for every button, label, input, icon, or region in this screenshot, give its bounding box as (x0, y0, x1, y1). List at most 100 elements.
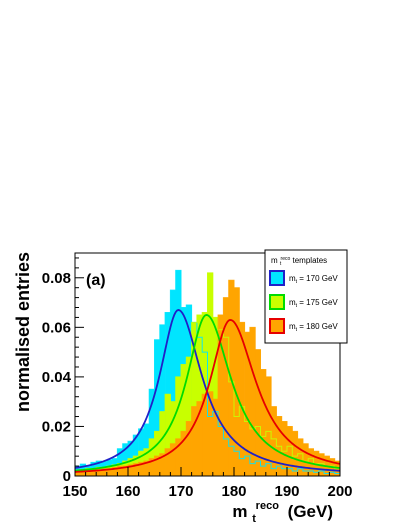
y-tick-label: 0 (63, 468, 71, 485)
legend-entry-rest: = 170 GeV (297, 274, 338, 283)
histogram-bar (170, 401, 176, 476)
legend-swatch-3 (269, 318, 285, 334)
histogram-bar (234, 287, 240, 476)
histogram-bar (170, 290, 176, 476)
legend-title: m t reco templates (271, 253, 327, 267)
fit-curve-2 (74, 314, 341, 472)
histogram-bar (154, 456, 161, 476)
histogram-bar (128, 464, 134, 476)
legend-entry-label-1: mt = 170 GeV (289, 274, 338, 285)
histogram-bar (159, 411, 166, 476)
histogram-bar (106, 468, 113, 476)
histogram-bar (175, 376, 182, 476)
x-tick-label: 150 (62, 483, 87, 500)
x-axis-label-sub: t (252, 513, 256, 525)
histogram-bar (196, 314, 203, 476)
histogram-bar (218, 314, 224, 476)
histogram-bar (265, 376, 272, 476)
legend-entry-label-3: mt = 180 GeV (289, 322, 338, 333)
legend-title-rest: templates (293, 256, 328, 265)
histogram-bar (207, 391, 214, 476)
histogram-bar (149, 438, 155, 476)
histogram-bar (159, 324, 166, 476)
histogram-bar (181, 431, 187, 476)
x-axis-label-sup: reco (256, 500, 280, 512)
histogram-bar (212, 399, 219, 476)
x-tick-label: 190 (274, 483, 299, 500)
x-axis-label: m t reco (GeV) (232, 494, 333, 526)
histogram-bar (165, 394, 171, 476)
legend-swatch-2 (269, 294, 285, 310)
histogram-bar (181, 364, 187, 476)
histogram-bar (292, 431, 298, 476)
histogram-bar (302, 443, 309, 476)
histogram-bar (207, 272, 214, 476)
histogram-bar (175, 270, 182, 476)
legend-entry-sub: t (296, 327, 298, 333)
histogram-bar (175, 438, 182, 476)
histogram-bar (191, 322, 198, 476)
y-tick-label: 0.02 (42, 418, 71, 435)
histogram-bar (154, 339, 161, 476)
histogram-bar (117, 448, 123, 476)
histogram-bar (170, 443, 176, 476)
histogram-bar (101, 468, 108, 476)
histogram-bar (223, 297, 229, 476)
y-tick-label: 0.08 (42, 270, 71, 287)
legend-entry-sub: t (296, 279, 298, 285)
histogram-bar (196, 401, 203, 476)
histogram-bar (244, 332, 251, 476)
histogram-bar (297, 438, 304, 476)
legend-entry-label-2: mt = 175 GeV (289, 298, 338, 309)
histogram-bar (212, 317, 219, 476)
histogram-bar (186, 357, 192, 476)
legend-title-sup: reco (281, 256, 291, 262)
histogram-outline-3 (75, 279, 340, 473)
histogram-series-3 (75, 280, 341, 476)
histogram-bar (149, 389, 155, 476)
histogram-bar (133, 463, 139, 476)
histogram-bar (149, 458, 155, 476)
histogram-bar (271, 406, 277, 476)
x-tick-label: 180 (221, 483, 246, 500)
histogram-bar (143, 461, 150, 476)
histogram-bar (281, 421, 288, 476)
histogram-bar (90, 469, 97, 476)
legend-entry-sub: t (296, 303, 298, 309)
histogram-bar (249, 327, 256, 476)
panel-label: (a) (86, 272, 106, 289)
histogram-bar (138, 462, 145, 476)
histogram-bar (159, 453, 166, 476)
histogram-bar (80, 471, 86, 476)
legend-entry-rest: = 175 GeV (297, 298, 338, 307)
fit-curve-1 (74, 309, 341, 472)
histogram-bar (85, 471, 92, 476)
x-tick-label: 160 (115, 483, 140, 500)
plot-area (74, 269, 341, 476)
x-tick-label: 200 (327, 483, 352, 500)
histogram-outline-1 (75, 269, 340, 475)
histogram-bar (75, 472, 81, 476)
plot-frame (74, 252, 341, 477)
histogram-bar (154, 431, 161, 476)
legend-swatch-1 (269, 270, 285, 286)
legend-entry-main: m (289, 298, 296, 307)
histogram-bar (96, 469, 102, 476)
histogram-bar (202, 394, 208, 476)
histogram-bar (255, 349, 261, 476)
histogram-bar (239, 322, 245, 476)
y-tick-label: 0.04 (42, 369, 72, 386)
histogram-bar (112, 467, 118, 476)
x-tick-label: 170 (168, 483, 193, 500)
histogram-bar (308, 448, 314, 476)
legend-title-main: m (271, 256, 278, 265)
legend-entry-main: m (289, 274, 296, 283)
legend-entry-rest: = 180 GeV (297, 322, 338, 331)
x-axis-label-unit: (GeV) (288, 502, 333, 521)
histogram-bar (191, 406, 198, 476)
histogram-bar (133, 435, 139, 476)
